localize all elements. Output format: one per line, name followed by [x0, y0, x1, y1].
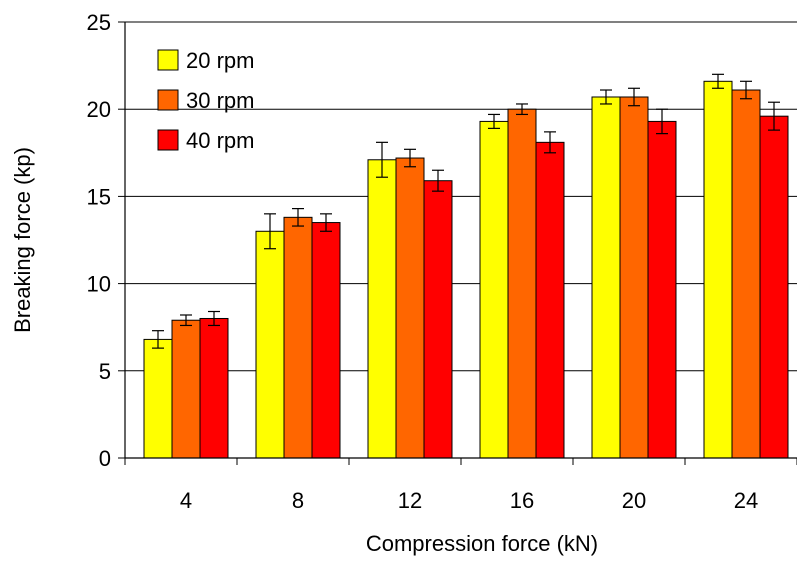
x-tick-label: 8 [292, 488, 304, 513]
y-axis-title: Breaking force (kp) [10, 147, 35, 333]
bar [479, 120, 509, 459]
y-tick-label: 25 [87, 10, 111, 35]
bar [423, 180, 453, 459]
legend-swatch [157, 49, 179, 71]
bar [255, 230, 285, 459]
bar [619, 96, 649, 459]
bar [703, 80, 733, 459]
bar [591, 96, 621, 459]
y-tick-label: 20 [87, 97, 111, 122]
bar [143, 338, 173, 459]
legend-label: 40 rpm [186, 128, 254, 153]
y-tick-label: 15 [87, 184, 111, 209]
bar [395, 157, 425, 459]
legend-swatch [157, 129, 179, 151]
bar [367, 159, 397, 459]
x-tick-label: 24 [734, 488, 758, 513]
y-tick-label: 10 [87, 272, 111, 297]
bar [311, 222, 341, 459]
x-tick-label: 4 [180, 488, 192, 513]
tick-labels: 0 5 10 15 20 25 4 8 12 16 20 24 [87, 10, 759, 513]
x-axis-title: Compression force (kN) [366, 531, 598, 556]
bar [507, 108, 537, 459]
bar [199, 317, 229, 459]
bar [535, 141, 565, 459]
bar [647, 120, 677, 459]
gridlines [125, 21, 797, 372]
legend-swatch [157, 89, 179, 111]
x-tick-label: 12 [398, 488, 422, 513]
legend: 20 rpm 30 rpm 40 rpm [157, 48, 254, 153]
bar [171, 319, 201, 459]
bar [283, 216, 313, 459]
legend-label: 20 rpm [186, 48, 254, 73]
bar [759, 115, 789, 459]
y-tick-label: 5 [99, 359, 111, 384]
legend-label: 30 rpm [186, 88, 254, 113]
axes [118, 21, 797, 465]
bar [731, 89, 761, 459]
y-tick-label: 0 [99, 446, 111, 471]
x-tick-label: 20 [622, 488, 646, 513]
x-tick-label: 16 [510, 488, 534, 513]
